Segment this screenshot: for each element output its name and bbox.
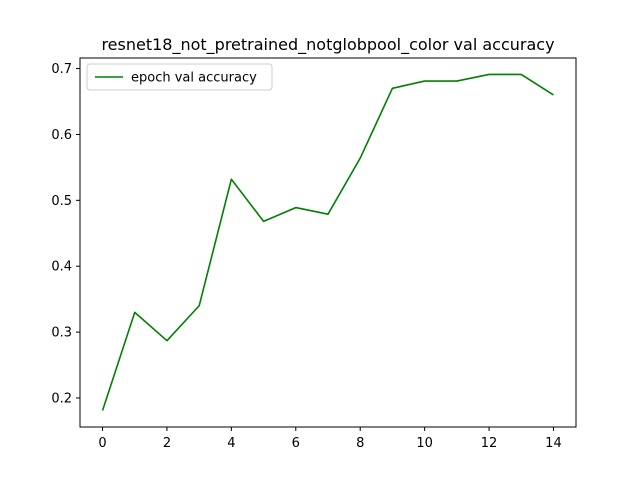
series-line-0 xyxy=(101,73,554,411)
x-tick-label: 6 xyxy=(292,436,300,451)
x-tick-label: 14 xyxy=(545,436,562,451)
y-tick-label: 0.4 xyxy=(51,260,72,275)
y-tick-label: 0.2 xyxy=(51,392,72,407)
y-tick-label: 0.5 xyxy=(51,194,72,209)
legend-box xyxy=(86,63,273,91)
y-tick-label: 0.7 xyxy=(51,62,72,77)
chart-title: resnet18_not_pretrained_notglobpool_colo… xyxy=(101,35,554,55)
x-tick-label: 2 xyxy=(163,436,171,451)
legend-label: epoch val accuracy xyxy=(131,71,257,86)
plot-area: 0 2 4 6 8 10 12 14 0.2 0.3 0.4 0.5 0.6 0.7 epoch val a… xyxy=(51,57,577,451)
x-tick-label: 8 xyxy=(356,436,364,451)
x-tick-label: 10 xyxy=(416,436,433,451)
x-tick-label: 4 xyxy=(227,436,235,451)
y-tick-label: 0.6 xyxy=(51,128,72,143)
x-tick-label: 12 xyxy=(481,436,498,451)
axes-frame xyxy=(79,57,577,428)
y-tick-label: 0.3 xyxy=(51,326,72,341)
x-tick-label: 0 xyxy=(98,436,106,451)
